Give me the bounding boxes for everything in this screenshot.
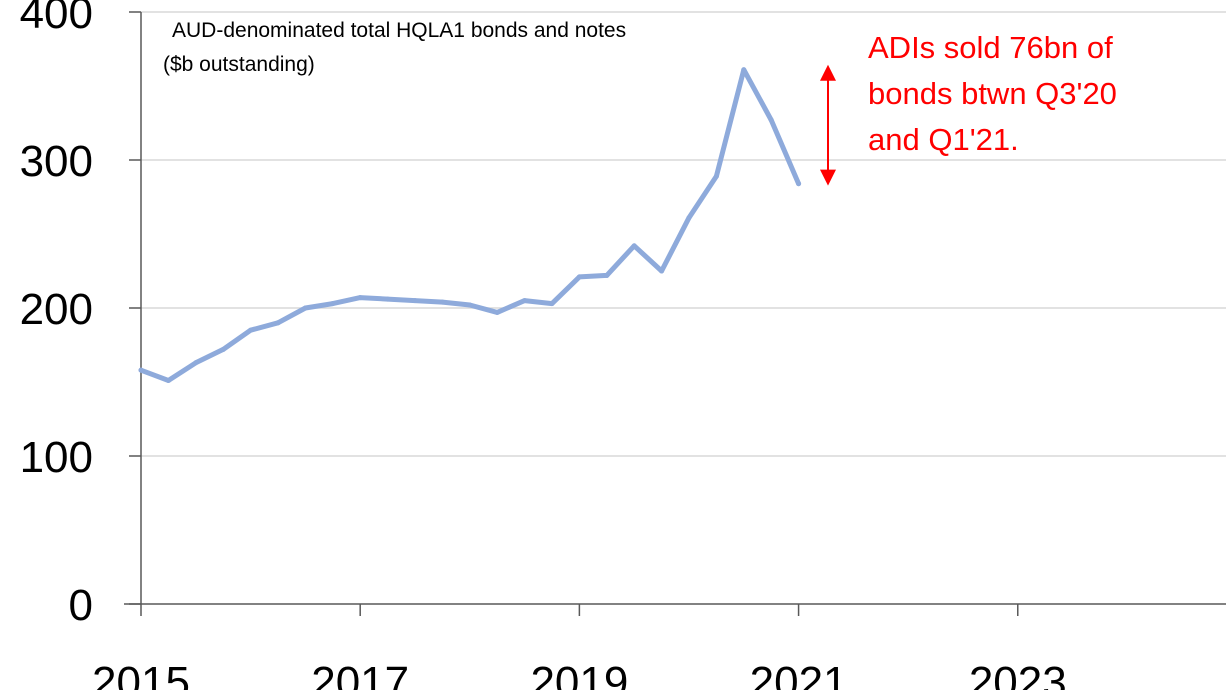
data-point: [439, 299, 445, 305]
annotation-line-2: bonds btwn Q3'20: [868, 76, 1117, 111]
axes: [124, 11, 1226, 616]
data-point: [768, 117, 774, 123]
data-point: [686, 215, 692, 221]
y-tick-labels: 0 100 200 300 400: [20, 0, 93, 630]
data-point: [385, 296, 391, 302]
data-point: [165, 378, 171, 384]
x-tick-labels: 2015 2017 2019 2021 2023: [92, 658, 1067, 690]
data-point: [138, 367, 144, 373]
annotation-line-3: and Q1'21.: [868, 122, 1019, 157]
chart-title: AUD-denominated total HQLA1 bonds and no…: [172, 19, 626, 42]
data-point: [467, 302, 473, 308]
series-line-0: [138, 67, 802, 383]
y-tick-label: 0: [69, 581, 93, 630]
data-point: [549, 301, 555, 307]
y-tick-label: 200: [20, 285, 93, 334]
x-tick-label: 2015: [92, 658, 190, 690]
data-point: [193, 360, 199, 366]
x-tick-label: 2019: [530, 658, 628, 690]
data-point: [275, 320, 281, 326]
data-point: [741, 67, 747, 73]
chart-subtitle: ($b outstanding): [163, 53, 315, 76]
data-point: [659, 268, 665, 274]
y-tick-label: 100: [20, 433, 93, 482]
data-point: [576, 274, 582, 280]
data-point: [330, 301, 336, 307]
annotation-line-1: ADIs sold 76bn of: [868, 30, 1113, 65]
data-point: [357, 295, 363, 301]
data-point: [522, 298, 528, 304]
y-tick-label: 400: [20, 0, 93, 38]
y-tick-label: 300: [20, 137, 93, 186]
annotation: ADIs sold 76bn of bonds btwn Q3'20 and Q…: [820, 30, 1117, 186]
data-point: [796, 181, 802, 187]
x-tick-label: 2017: [311, 658, 409, 690]
data-point: [248, 327, 254, 333]
gridlines: [141, 11, 1226, 457]
x-tick-label: 2021: [750, 658, 848, 690]
data-point: [631, 243, 637, 249]
data-point: [302, 305, 308, 311]
annotation-arrow-head-top: [820, 64, 836, 81]
series-group: [138, 67, 802, 384]
x-tick-label: 2023: [969, 658, 1067, 690]
data-point: [494, 309, 500, 315]
data-point: [412, 298, 418, 304]
annotation-arrow-head-bottom: [820, 169, 836, 186]
data-point: [604, 272, 610, 278]
data-point: [713, 173, 719, 179]
data-point: [220, 346, 226, 352]
